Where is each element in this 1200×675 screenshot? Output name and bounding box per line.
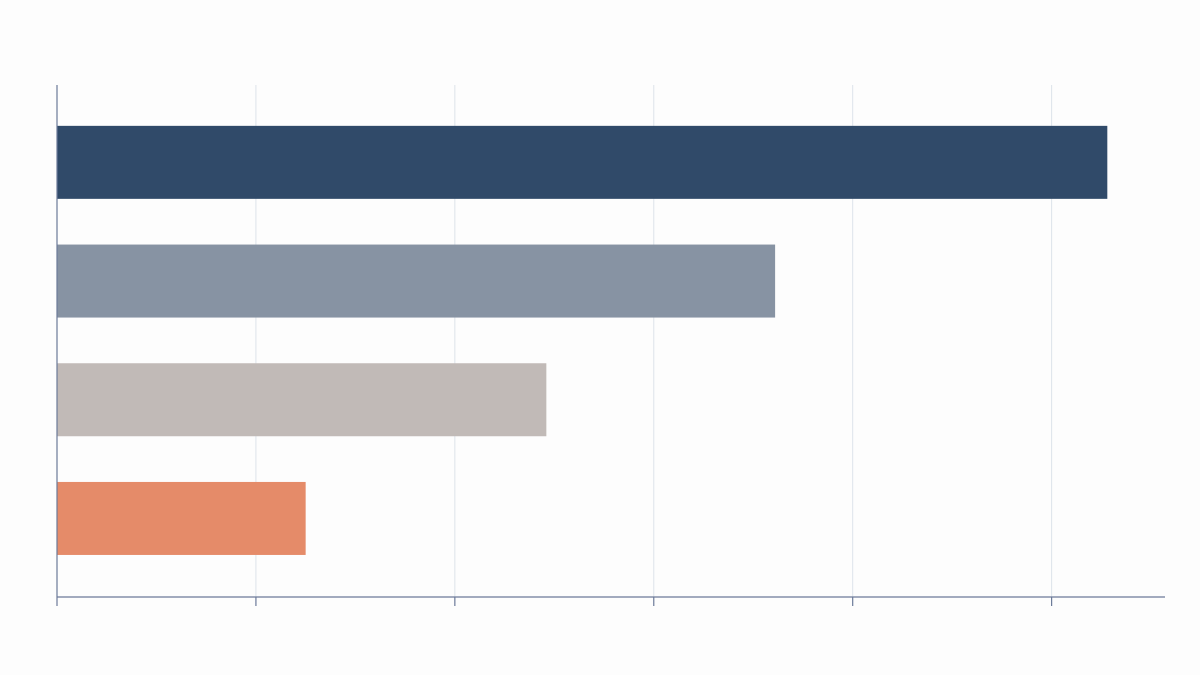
bar: [57, 363, 547, 437]
bar: [57, 244, 776, 318]
bar: [57, 481, 306, 555]
bar: [57, 125, 1108, 199]
